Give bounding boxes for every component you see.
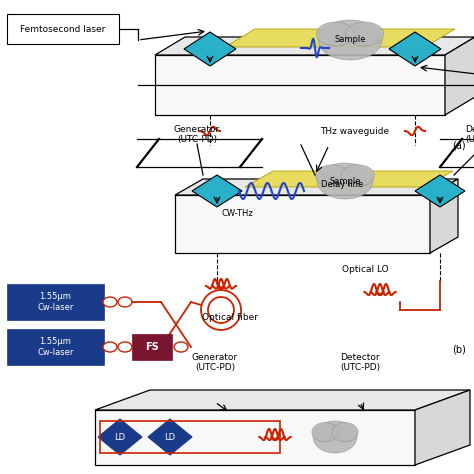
Polygon shape [98, 419, 142, 455]
Text: 1.55μm
Cw-laser: 1.55μm Cw-laser [37, 292, 73, 312]
Text: THz waveguide: THz waveguide [320, 127, 389, 136]
Ellipse shape [312, 423, 338, 442]
Text: 1.55μm
Cw-laser: 1.55μm Cw-laser [37, 337, 73, 357]
Polygon shape [148, 419, 192, 455]
Text: Detector
(UTC-PD): Detector (UTC-PD) [340, 353, 380, 372]
Ellipse shape [316, 165, 349, 186]
Text: Delay line: Delay line [321, 180, 363, 189]
Ellipse shape [103, 342, 117, 352]
Polygon shape [415, 175, 465, 207]
Polygon shape [430, 179, 458, 253]
Ellipse shape [318, 20, 382, 60]
Ellipse shape [118, 342, 132, 352]
Polygon shape [175, 195, 430, 253]
Text: (a): (a) [452, 140, 465, 150]
Polygon shape [175, 179, 458, 195]
Polygon shape [155, 37, 474, 55]
Ellipse shape [118, 297, 132, 307]
FancyBboxPatch shape [132, 334, 172, 360]
Ellipse shape [313, 421, 357, 453]
Polygon shape [95, 410, 415, 465]
Text: Generator
(UTC-PD): Generator (UTC-PD) [192, 353, 238, 372]
Ellipse shape [317, 163, 373, 199]
Polygon shape [155, 55, 445, 115]
Polygon shape [225, 29, 455, 47]
Ellipse shape [174, 342, 188, 352]
Text: Sample: Sample [329, 176, 361, 185]
Text: LD: LD [164, 432, 175, 441]
Polygon shape [415, 390, 470, 465]
Text: FS: FS [145, 342, 159, 352]
Text: Optical LO: Optical LO [342, 265, 388, 274]
Ellipse shape [341, 165, 374, 186]
FancyBboxPatch shape [7, 14, 119, 44]
Polygon shape [192, 175, 242, 207]
Text: Optical fiber: Optical fiber [202, 313, 258, 322]
FancyBboxPatch shape [7, 284, 104, 320]
Ellipse shape [345, 22, 383, 46]
Polygon shape [95, 390, 470, 410]
Polygon shape [389, 32, 441, 66]
Text: Sample: Sample [334, 35, 366, 44]
Ellipse shape [332, 423, 358, 442]
Text: CW-THz: CW-THz [222, 209, 254, 218]
Polygon shape [184, 32, 236, 66]
Text: (b): (b) [452, 345, 466, 355]
Text: Generator
(UTC-PD): Generator (UTC-PD) [174, 125, 220, 144]
Text: Detector
(UTC-PD): Detector (UTC-PD) [465, 125, 474, 144]
Ellipse shape [317, 22, 355, 46]
Polygon shape [445, 37, 474, 115]
FancyBboxPatch shape [7, 329, 104, 365]
Text: LD: LD [114, 432, 126, 441]
Ellipse shape [103, 297, 117, 307]
Polygon shape [245, 171, 453, 187]
Text: Femtosecond laser: Femtosecond laser [20, 25, 106, 34]
